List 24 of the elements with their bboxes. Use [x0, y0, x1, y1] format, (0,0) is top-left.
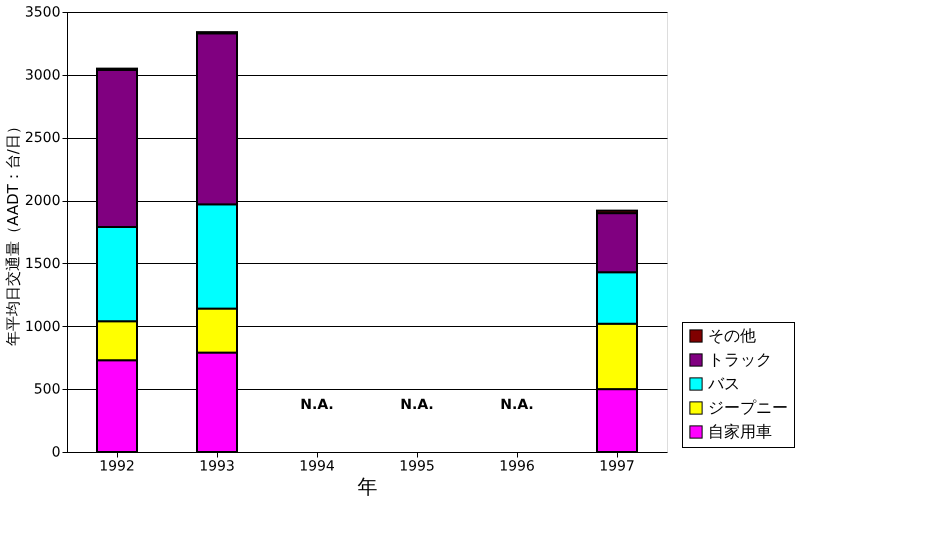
y-axis-title: 年平均日交通量（AADT：台/日）: [4, 119, 22, 346]
x-tick-label: 1992: [99, 458, 135, 474]
legend-label: 自家用車: [708, 422, 772, 441]
y-tick-label: 3500: [24, 4, 60, 20]
x-tick-label: 1994: [299, 458, 335, 474]
legend-label: その他: [708, 326, 756, 345]
y-tick-label: 0: [52, 444, 60, 460]
x-tick-label: 1995: [399, 458, 435, 474]
legend-label: ジープニー: [708, 398, 788, 417]
legend-label: バス: [707, 374, 740, 393]
y-tick-label: 1500: [24, 256, 60, 272]
annotation: N.A.: [400, 397, 434, 413]
x-tick-label: 1996: [499, 458, 535, 474]
x-tick-label: 1993: [199, 458, 235, 474]
x-tick-label: 1997: [599, 458, 635, 474]
y-tick-label: 2000: [24, 193, 60, 210]
y-tick-label: 1000: [24, 318, 60, 335]
annotation: N.A.: [500, 397, 534, 413]
y-tick-label: 3000: [24, 67, 60, 84]
y-tick-label: 500: [34, 382, 60, 398]
y-tick-label: 2500: [24, 130, 60, 146]
legend-label: トラック: [708, 350, 772, 369]
x-axis-title: 年: [358, 474, 378, 498]
annotation: N.A.: [300, 397, 334, 413]
